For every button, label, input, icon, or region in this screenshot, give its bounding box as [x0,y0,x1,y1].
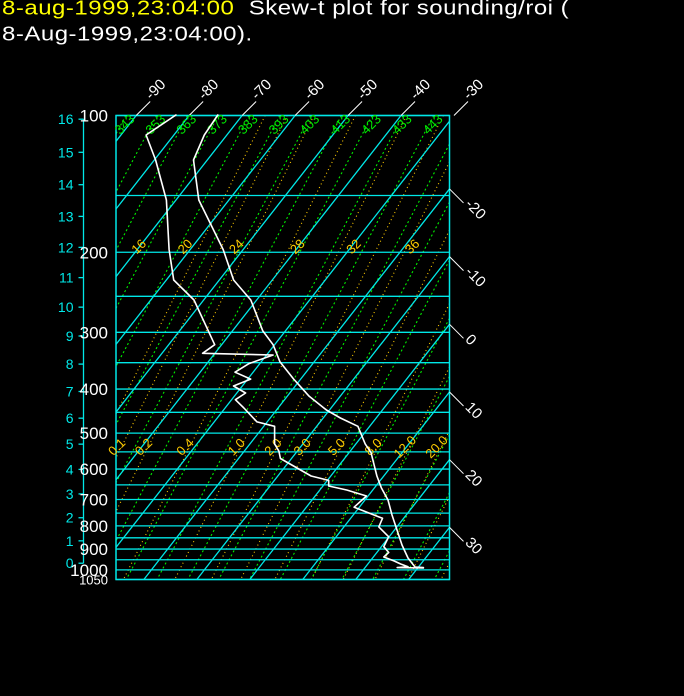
svg-text:600: 600 [80,460,108,479]
svg-text:-10: -10 [462,263,489,290]
svg-text:-40: -40 [407,76,434,103]
svg-text:36: 36 [402,236,423,257]
svg-text:-70: -70 [248,76,275,103]
svg-text:8: 8 [66,356,74,372]
svg-text:5: 5 [66,436,74,452]
svg-text:-90: -90 [142,76,169,103]
svg-text:24: 24 [226,236,247,257]
svg-text:800: 800 [80,517,108,536]
svg-text:3: 3 [66,486,74,502]
svg-text:2.0: 2.0 [261,435,284,458]
svg-text:500: 500 [80,424,108,443]
svg-text:1: 1 [66,533,74,549]
svg-text:400: 400 [80,380,108,399]
svg-text:20: 20 [462,467,486,491]
svg-text:10: 10 [58,299,74,315]
svg-text:700: 700 [80,491,108,510]
svg-text:-60: -60 [301,76,328,103]
svg-text:0: 0 [462,331,480,349]
svg-text:1050: 1050 [79,573,108,588]
svg-text:900: 900 [80,540,108,559]
svg-text:6: 6 [66,410,74,426]
svg-text:-80: -80 [195,76,222,103]
svg-text:8.0: 8.0 [361,435,384,458]
svg-text:-50: -50 [354,76,381,103]
svg-text:100: 100 [80,107,108,126]
svg-text:11: 11 [59,270,74,286]
svg-text:2: 2 [66,510,74,526]
svg-text:7: 7 [66,384,74,400]
svg-text:4: 4 [66,461,74,477]
svg-text:5.0: 5.0 [325,435,348,458]
svg-text:10: 10 [462,399,486,423]
svg-text:20: 20 [175,236,196,257]
svg-text:13: 13 [58,208,74,224]
svg-text:0.4: 0.4 [173,435,196,458]
svg-text:16: 16 [58,111,74,127]
svg-text:0.1: 0.1 [105,435,128,458]
svg-text:9: 9 [66,328,74,344]
svg-text:1.0: 1.0 [225,435,248,458]
svg-text:-30: -30 [460,76,487,103]
svg-text:15: 15 [58,144,74,160]
svg-text:300: 300 [80,323,108,342]
svg-text:12: 12 [58,239,74,255]
svg-text:-20: -20 [462,196,489,223]
svg-text:200: 200 [80,243,108,262]
svg-text:14: 14 [58,177,74,193]
svg-text:30: 30 [462,534,486,558]
svg-text:20.0: 20.0 [422,433,451,462]
